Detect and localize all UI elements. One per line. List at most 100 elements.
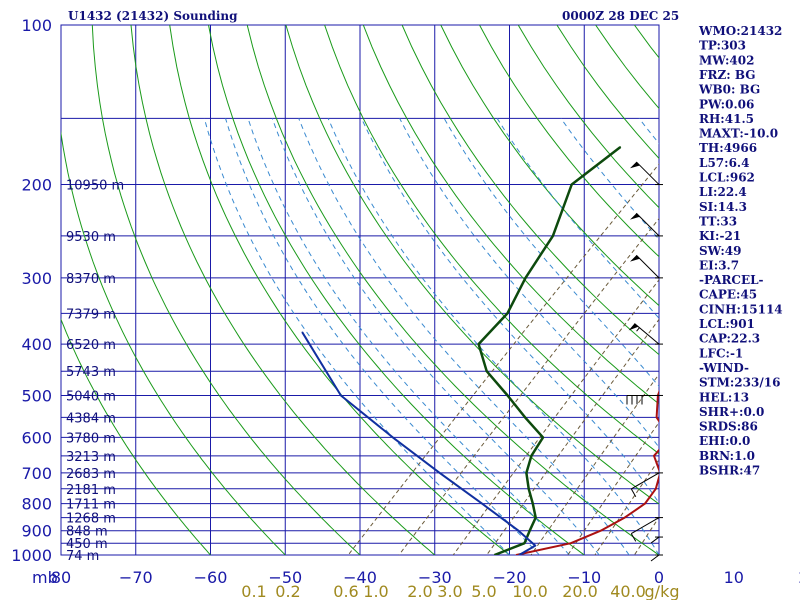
dewpoint-point <box>534 516 537 519</box>
temperature-label: 10 <box>724 568 744 587</box>
index-line: TP:303 <box>699 39 746 53</box>
index-line: WB0: BG <box>698 83 760 97</box>
parcel-line <box>301 331 537 555</box>
index-line: EHI:0.0 <box>699 434 750 448</box>
dry-adiabat--40 <box>91 25 361 555</box>
temperature-line <box>515 389 659 555</box>
index-line: SI:14.3 <box>699 200 747 214</box>
mixing-ratio-label: g/kg <box>645 582 680 600</box>
pressure-label: 100 <box>21 16 52 35</box>
temperature-label: −70 <box>119 568 153 587</box>
wind-barb <box>630 254 663 279</box>
index-line: MAXT:-10.0 <box>699 127 778 141</box>
mixing-ratio-0.2 <box>398 217 659 555</box>
index-line: CINH:15114 <box>699 302 783 316</box>
mixing-ratio-label: 10.0 <box>512 582 548 600</box>
parcel-point <box>517 529 520 532</box>
height-label: 2181 m <box>66 483 116 498</box>
temperature-point <box>599 529 602 532</box>
dewpoint-point <box>524 416 526 419</box>
mixing-ratio-label: 20.0 <box>562 582 598 600</box>
pressure-label: 700 <box>21 464 52 483</box>
index-line: TT:33 <box>699 214 737 228</box>
height-label: 848 m <box>66 525 108 540</box>
dry-adiabat--50 <box>61 130 286 555</box>
height-label: 4384 m <box>66 411 116 426</box>
wind-barb <box>650 554 663 562</box>
parcel-point <box>340 394 342 397</box>
height-label: 450 m <box>66 537 108 552</box>
moist-adiabat-8 <box>399 118 659 449</box>
wind-barb <box>650 536 663 544</box>
dry-adiabats <box>61 25 659 555</box>
height-label: 5743 m <box>66 365 116 380</box>
index-line: LI:22.4 <box>699 185 747 199</box>
parcel-point <box>392 436 394 439</box>
wind-barb <box>630 517 663 542</box>
mixing-ratio-label: 40.0 <box>610 582 646 600</box>
pressure-label: 1000 <box>11 546 52 565</box>
height-label: 7379 m <box>66 307 116 322</box>
dewpoint-point <box>528 529 531 532</box>
index-line: PW:0.06 <box>699 97 754 111</box>
dry-adiabat-20 <box>324 25 659 455</box>
dewpoint-point <box>523 542 526 544</box>
dewpoint-point <box>542 436 544 439</box>
wind-barb <box>630 212 663 237</box>
dry-adiabat--60 <box>61 318 211 555</box>
temperature-label: −50 <box>268 568 302 587</box>
index-line: SRDS:86 <box>699 420 758 434</box>
height-label: 10950 m <box>66 179 124 194</box>
temperature-point <box>515 554 517 555</box>
dewpoint-line <box>477 146 622 555</box>
mixing-ratio-label: 5.0 <box>471 582 496 600</box>
height-label: 3780 m <box>66 431 116 446</box>
index-line: CAPE:45 <box>699 288 757 302</box>
temperature-point <box>623 516 626 519</box>
mixing-ratio-label: 0.6 <box>333 582 358 600</box>
sounding-profiles <box>301 146 659 555</box>
mixing-ratio-1 <box>530 373 659 555</box>
mixing-ratio-label: 2.0 <box>407 582 432 600</box>
temperature-label: −40 <box>343 568 377 587</box>
station-title: U1432 (21432) Sounding <box>68 9 238 23</box>
dewpoint-point <box>506 312 509 315</box>
temperature-label: 20 <box>798 568 800 587</box>
pressure-label: 200 <box>21 176 52 195</box>
index-line: RH:41.5 <box>699 112 754 126</box>
index-line: SW:49 <box>699 244 741 258</box>
dewpoint-point <box>506 394 509 397</box>
dewpoint-point <box>493 554 496 555</box>
height-label: 5040 m <box>66 390 116 405</box>
dry-adiabat-50 <box>440 25 659 307</box>
height-label: 3213 m <box>66 450 116 465</box>
pressure-label: 300 <box>21 269 52 288</box>
wind-barb <box>630 161 663 186</box>
mixing-ratio-label: 0.1 <box>241 582 266 600</box>
pressure-unit-label: mb <box>32 568 58 587</box>
pressure-label: 800 <box>21 495 52 514</box>
index-line: EI:3.7 <box>699 258 739 272</box>
pressure-label: 500 <box>21 387 52 406</box>
wind-barb <box>630 472 663 497</box>
mixing-ratio-2 <box>594 458 659 555</box>
temperature-label: −30 <box>418 568 452 587</box>
parcel-point <box>438 472 441 474</box>
index-line: MW:402 <box>699 53 754 67</box>
height-label: 9530 m <box>66 230 116 245</box>
dry-adiabat-40 <box>401 25 659 356</box>
index-line: STM:233/16 <box>699 376 780 390</box>
index-line: BRN:1.0 <box>699 449 755 463</box>
dry-adiabat--20 <box>169 25 510 555</box>
height-label: 2683 m <box>66 467 116 482</box>
temperature-point <box>655 416 658 419</box>
index-line: WMO:21432 <box>698 24 782 38</box>
index-line: SHR+:0.0 <box>699 405 764 419</box>
mixing-ratio-0.4 <box>452 279 659 555</box>
moist-adiabat-0 <box>327 118 659 555</box>
parcel-point <box>534 544 537 547</box>
dewpoint-point <box>477 343 480 345</box>
